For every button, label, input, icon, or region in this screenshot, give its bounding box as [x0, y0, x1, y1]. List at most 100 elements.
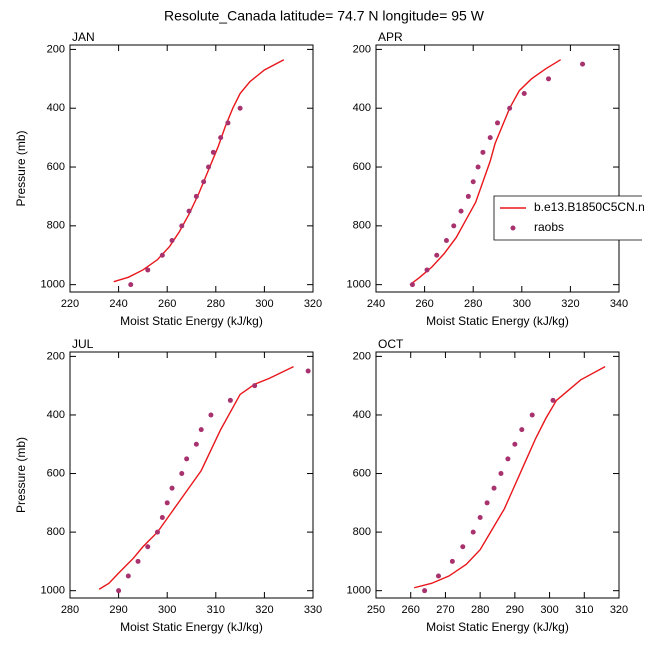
obs-point [225, 120, 231, 126]
obs-point [125, 573, 131, 579]
obs-point [449, 558, 455, 564]
obs-point [227, 397, 233, 403]
obs-point [470, 529, 476, 535]
x-tick-label: 320 [255, 604, 273, 616]
y-tick-label: 1000 [347, 585, 371, 597]
y-tick-label: 800 [47, 220, 65, 232]
plot-frame [375, 351, 620, 599]
x-tick-label: 300 [513, 298, 531, 310]
obs-point [512, 441, 518, 447]
x-tick-label: 260 [402, 604, 420, 616]
obs-point [424, 267, 430, 273]
y-axis-label: Pressure (mb) [14, 437, 28, 513]
obs-point [529, 412, 535, 418]
x-tick-label: 280 [471, 604, 489, 616]
figure-title: Resolute_Canada latitude= 74.7 N longitu… [164, 8, 485, 24]
obs-point [451, 223, 457, 229]
x-tick-label: 260 [415, 298, 433, 310]
y-tick-label: 600 [353, 467, 371, 479]
panel: OCT 250 260 270 280 290 300 310 320 200 400 600 800 1… [347, 337, 629, 634]
x-axis-label: Moist Static Energy (kJ/kg) [426, 314, 569, 328]
obs-point [208, 412, 214, 418]
obs-point [198, 427, 204, 433]
x-tick-label: 290 [506, 604, 524, 616]
obs-point [252, 383, 258, 389]
y-tick-label: 200 [353, 43, 371, 55]
model-line [409, 59, 562, 286]
y-tick-label: 400 [353, 102, 371, 114]
panel-title: APR [378, 30, 403, 44]
obs-point [487, 135, 493, 141]
obs-point [470, 179, 476, 185]
obs-point [422, 588, 428, 594]
obs-point [218, 135, 224, 141]
y-tick-label: 800 [47, 526, 65, 538]
panel: JUL 280 290 300 310 320 330 200 400 600 800 1000 Moi… [14, 337, 322, 634]
x-tick-label: 290 [109, 604, 127, 616]
obs-point [145, 267, 151, 273]
obs-point [169, 238, 175, 244]
x-tick-label: 310 [207, 604, 225, 616]
obs-point [519, 427, 525, 433]
obs-point [210, 149, 216, 155]
obs-point [164, 500, 170, 506]
obs-point [521, 91, 527, 97]
model-line [98, 366, 294, 590]
obs-point [179, 223, 185, 229]
x-tick-label: 320 [610, 604, 628, 616]
obs-point [135, 558, 141, 564]
obs-point [193, 193, 199, 199]
obs-point [128, 282, 134, 288]
obs-point [550, 397, 556, 403]
model-line [414, 366, 606, 589]
obs-point [159, 252, 165, 258]
y-tick-label: 600 [47, 161, 65, 173]
model-line [113, 59, 285, 283]
x-tick-label: 220 [61, 298, 79, 310]
y-tick-label: 600 [47, 467, 65, 479]
obs-point [116, 588, 122, 594]
x-tick-label: 320 [304, 298, 322, 310]
obs-point [201, 179, 207, 185]
x-tick-label: 280 [464, 298, 482, 310]
obs-point [145, 544, 151, 550]
obs-point [186, 208, 192, 214]
obs-point [154, 529, 160, 535]
legend-label: raobs [534, 220, 564, 234]
x-axis-label: Moist Static Energy (kJ/kg) [120, 314, 263, 328]
panel-title: JAN [72, 30, 95, 44]
x-tick-label: 320 [561, 298, 579, 310]
x-tick-label: 310 [575, 604, 593, 616]
y-axis-label: Pressure (mb) [14, 130, 28, 206]
x-tick-label: 330 [304, 604, 322, 616]
x-tick-label: 300 [540, 604, 558, 616]
obs-point [179, 471, 185, 477]
obs-point [480, 149, 486, 155]
panel-title: JUL [72, 337, 94, 351]
panel-title: OCT [378, 337, 404, 351]
panel: JAN 220 240 260 280 300 320 200 400 600 800 1000 Moi… [14, 30, 322, 328]
obs-point [491, 485, 497, 491]
x-axis-label: Moist Static Energy (kJ/kg) [426, 620, 569, 634]
obs-point [505, 456, 511, 462]
obs-point [443, 238, 449, 244]
obs-point [305, 368, 311, 374]
plot-frame [69, 44, 314, 293]
y-tick-label: 600 [353, 161, 371, 173]
obs-point [206, 164, 212, 170]
obs-point [546, 76, 552, 82]
obs-point [435, 573, 441, 579]
y-tick-label: 400 [353, 409, 371, 421]
obs-point [580, 61, 586, 67]
x-tick-label: 300 [255, 298, 273, 310]
obs-point [409, 282, 415, 288]
y-tick-label: 200 [353, 350, 371, 362]
x-tick-label: 280 [207, 298, 225, 310]
y-tick-label: 200 [47, 43, 65, 55]
obs-point [458, 208, 464, 214]
obs-point [495, 120, 500, 126]
y-tick-label: 800 [353, 220, 371, 232]
x-tick-label: 270 [436, 604, 454, 616]
y-tick-label: 200 [47, 350, 65, 362]
y-tick-label: 1000 [41, 585, 65, 597]
